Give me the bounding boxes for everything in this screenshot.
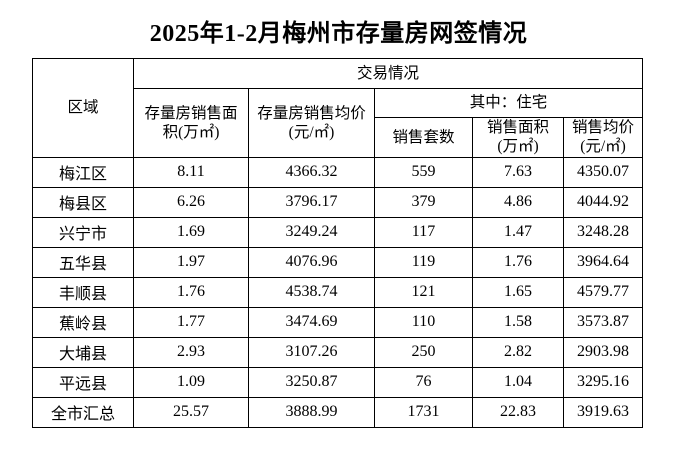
table-row-total: 全市汇总 25.57 3888.99 1731 22.83 3919.63 xyxy=(32,396,644,428)
data-cell: 559 xyxy=(374,156,473,188)
header-row-3: 销售套数 销售面积 (万㎡) 销售均价 (元/㎡) xyxy=(33,117,644,158)
data-cell: 2903.98 xyxy=(562,336,644,368)
data-cell: 22.83 xyxy=(472,396,564,428)
data-cell: 3295.16 xyxy=(562,366,644,398)
data-cell: 3919.63 xyxy=(562,396,644,428)
data-cell: 3796.17 xyxy=(248,186,375,218)
data-cell: 1.97 xyxy=(133,246,249,278)
header-cell-units-sold: 销售套数 xyxy=(374,117,473,158)
region-cell: 全市汇总 xyxy=(32,396,134,428)
data-cell: 1.69 xyxy=(133,216,249,248)
header-cell-residential-subset: 其中：住宅 xyxy=(373,88,644,118)
data-cell: 3964.64 xyxy=(562,246,644,278)
header-cell-stock-sale-area: 存量房销售面 积(万㎡) xyxy=(133,88,249,158)
region-cell: 梅江区 xyxy=(32,156,134,188)
signings-table: 区域 交易情况 存量房销售面 积(万㎡) 存量房销售均价 (元/㎡) 其中：住宅… xyxy=(32,58,644,428)
region-cell: 丰顺县 xyxy=(32,276,134,308)
page-title: 2025年1-2月梅州市存量房网签情况 xyxy=(149,21,528,47)
header-cell-residential-avg-price: 销售均价 (元/㎡) xyxy=(562,117,644,158)
data-cell: 4366.32 xyxy=(248,156,375,188)
data-cell: 379 xyxy=(374,186,473,218)
data-cell: 1.76 xyxy=(472,246,564,278)
header-cell-stock-sale-avg-price: 存量房销售均价 (元/㎡) xyxy=(248,88,375,158)
data-cell: 4350.07 xyxy=(562,156,644,188)
header-row-2: 存量房销售面 积(万㎡) 存量房销售均价 (元/㎡) 其中：住宅 xyxy=(33,88,644,158)
table-row: 蕉岭县 1.77 3474.69 110 1.58 3573.87 xyxy=(32,306,644,338)
data-cell: 7.63 xyxy=(472,156,564,188)
data-cell: 4076.96 xyxy=(248,246,375,278)
table-row: 梅江区 8.11 4366.32 559 7.63 4350.07 xyxy=(32,156,644,188)
data-cell: 121 xyxy=(374,276,473,308)
data-cell: 1.09 xyxy=(133,366,249,398)
data-cell: 1.77 xyxy=(133,306,249,338)
data-cell: 3250.87 xyxy=(248,366,375,398)
table-row: 梅县区 6.26 3796.17 379 4.86 4044.92 xyxy=(32,186,644,218)
table-row: 丰顺县 1.76 4538.74 121 1.65 4579.77 xyxy=(32,276,644,308)
data-cell: 1731 xyxy=(374,396,473,428)
region-cell: 梅县区 xyxy=(32,186,134,218)
data-cell: 110 xyxy=(374,306,473,338)
table-row: 五华县 1.97 4076.96 119 1.76 3964.64 xyxy=(32,246,644,278)
data-cell: 1.65 xyxy=(472,276,564,308)
data-cell: 3573.87 xyxy=(562,306,644,338)
data-cell: 4044.92 xyxy=(562,186,644,218)
data-cell: 117 xyxy=(374,216,473,248)
header-cell-residential-sale-area: 销售面积 (万㎡) xyxy=(472,117,564,158)
data-cell: 8.11 xyxy=(133,156,249,188)
region-cell: 蕉岭县 xyxy=(32,306,134,338)
data-cell: 3249.24 xyxy=(248,216,375,248)
data-cell: 1.04 xyxy=(472,366,564,398)
region-cell: 五华县 xyxy=(32,246,134,278)
region-cell: 大埔县 xyxy=(32,336,134,368)
data-cell: 4538.74 xyxy=(248,276,375,308)
data-cell: 3474.69 xyxy=(248,306,375,338)
header-row-1: 区域 交易情况 xyxy=(32,58,644,158)
table-row: 大埔县 2.93 3107.26 250 2.82 2903.98 xyxy=(32,336,644,368)
data-cell: 76 xyxy=(374,366,473,398)
data-cell: 4.86 xyxy=(472,186,564,218)
data-cell: 6.26 xyxy=(133,186,249,218)
data-cell: 3107.26 xyxy=(248,336,375,368)
data-cell: 250 xyxy=(374,336,473,368)
data-cell: 3248.28 xyxy=(562,216,644,248)
data-cell: 1.58 xyxy=(472,306,564,338)
header-cell-transaction: 交易情况 xyxy=(132,58,644,89)
data-cell: 1.47 xyxy=(472,216,564,248)
header-cell-region: 区域 xyxy=(32,58,134,158)
region-cell: 平远县 xyxy=(32,366,134,398)
table-row: 平远县 1.09 3250.87 76 1.04 3295.16 xyxy=(32,366,644,398)
data-cell: 119 xyxy=(374,246,473,278)
data-cell: 2.93 xyxy=(133,336,249,368)
data-cell: 3888.99 xyxy=(248,396,375,428)
data-cell: 2.82 xyxy=(472,336,564,368)
region-cell: 兴宁市 xyxy=(32,216,134,248)
data-cell: 4579.77 xyxy=(562,276,644,308)
data-cell: 25.57 xyxy=(133,396,249,428)
data-cell: 1.76 xyxy=(133,276,249,308)
table-row: 兴宁市 1.69 3249.24 117 1.47 3248.28 xyxy=(32,216,644,248)
